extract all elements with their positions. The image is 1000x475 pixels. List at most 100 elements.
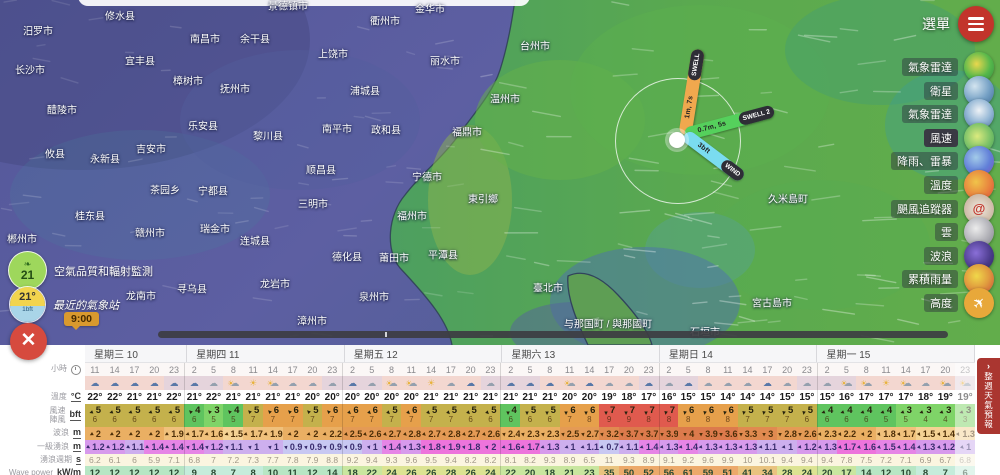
forecast-cell: ▲6 7 xyxy=(282,404,303,427)
forecast-cell: 20° xyxy=(401,390,422,404)
forecast-cell: 14° xyxy=(717,390,738,404)
menu-title: 選單 xyxy=(922,16,950,32)
forecast-cell: 21° xyxy=(263,390,283,404)
forecast-cell: 6.8 xyxy=(183,454,204,466)
forecast-cell: 18 xyxy=(342,466,362,475)
forecast-cell: 5 xyxy=(203,363,224,376)
menu-item-label: 颶風追蹤器 xyxy=(891,199,958,218)
weather-map[interactable]: 汨罗市 修水县 景德镇市 衢州市 金华市 南昌市 余干县 上饶市 台州市 宜丰县 丽水市 长沙市 樟树市… xyxy=(0,0,1000,345)
forecast-cell: 8.9 xyxy=(638,454,659,466)
row-label-swell: 一級湧浪 m xyxy=(36,440,81,453)
menu-item-label: 氣象雷達 xyxy=(902,58,958,76)
forecast-cell: ▲5 6 xyxy=(124,404,145,427)
forecast-cell: ▲ 2.7 xyxy=(381,427,402,440)
forecast-cell: 12 xyxy=(144,466,165,475)
forecast-cell: ▲5 6 xyxy=(164,404,184,427)
forecast-cell: 9.5 xyxy=(421,454,441,466)
forecast-cell: ▲5 6 xyxy=(85,404,105,427)
unit-toggle-waves[interactable]: m xyxy=(72,427,81,439)
forecast-cell: 14 xyxy=(263,363,283,376)
menu-item-rain-thunder[interactable]: 降雨、雷暴 xyxy=(764,146,994,177)
forecast-cell: ☁ xyxy=(777,376,797,390)
forecast-cell: 19° xyxy=(955,390,975,404)
day-header[interactable]: 星期三 10 xyxy=(85,345,188,362)
forecast-cell: 2 xyxy=(500,363,521,376)
day-header[interactable]: 星期日 14 xyxy=(660,345,818,362)
air-quality-badge[interactable]: ❧ 21 xyxy=(8,251,47,290)
day-header[interactable]: 星期四 11 xyxy=(187,345,345,362)
forecast-cell: ▲7 8 xyxy=(638,404,659,427)
menu-item-label: 雲 xyxy=(935,223,958,242)
forecast-cell: 35 xyxy=(599,466,619,475)
forecast-cell: ▲ 4 xyxy=(678,427,699,440)
menu-item-radar[interactable]: 氣象雷達 xyxy=(764,52,994,82)
forecast-cell: 11 xyxy=(243,363,263,376)
menu-item-label: 累積雨量 xyxy=(902,270,958,289)
unit-toggle-temp[interactable]: °C xyxy=(70,390,81,403)
forecast-cell: 20° xyxy=(361,390,382,404)
forecast-cell: 21° xyxy=(144,390,165,404)
forecast-cell: 6.2 xyxy=(85,454,105,466)
forecast-cell: 9.2 xyxy=(678,454,699,466)
unit-toggle-power[interactable]: kW/m xyxy=(57,467,81,475)
forecast-cell: 18 xyxy=(539,466,560,475)
menu-item-waves[interactable]: 波浪 xyxy=(764,240,994,271)
forecast-cell: ▲ 1.2 xyxy=(797,440,817,454)
forecast-cell: ▲ 2.4 xyxy=(500,427,521,440)
forecast-cell: 26 xyxy=(401,466,422,475)
forecast-cell: ▲ 2.5 xyxy=(342,427,362,440)
hamburger-menu-button[interactable] xyxy=(958,6,994,42)
altitude-icon[interactable]: ✈ xyxy=(964,288,994,318)
forecast-cell: ☀☁ xyxy=(856,376,877,390)
forecast-cell: 41 xyxy=(737,466,758,475)
forecast-cell: 8 xyxy=(539,363,560,376)
forecast-cell: ▲6 7 xyxy=(559,404,580,427)
forecast-cell: ▲ 3.6 xyxy=(717,427,738,440)
timeline-scrubber[interactable] xyxy=(158,331,948,338)
menu-item-altitude[interactable]: 高度 ✈ xyxy=(764,288,994,318)
forecast-cell: 17° xyxy=(856,390,877,404)
forecast-cell: ☁ xyxy=(797,376,817,390)
air-quality-widget[interactable]: ❧ 21 空氣品質和輻射監測 xyxy=(8,251,153,290)
station-temp: 21° xyxy=(10,287,45,307)
day-header[interactable]: 星期六 13 xyxy=(502,345,660,362)
forecast-cell: 16° xyxy=(658,390,679,404)
close-icon: ✕ xyxy=(20,330,37,351)
forecast-cell: ▲ 2 xyxy=(856,427,877,440)
forecast-cell: 10 xyxy=(263,466,283,475)
unit-toggle-wind[interactable]: bft xyxy=(69,409,81,421)
forecast-cell: ☁ xyxy=(619,376,639,390)
forecast-cell: ▲ 2 xyxy=(124,427,145,440)
forecast-cell: 19° xyxy=(599,390,619,404)
full-forecast-tab[interactable]: › 整週天氣預報 xyxy=(977,358,1000,434)
picker-center-dot[interactable] xyxy=(669,132,685,148)
forecast-cell: ☀☁ xyxy=(559,376,580,390)
unit-toggle-swell[interactable]: m xyxy=(72,440,81,453)
forecast-cell: ▲ 2.7 xyxy=(579,427,600,440)
forecast-cell: ▲3 4 xyxy=(915,404,936,427)
unit-toggle-period[interactable]: s xyxy=(75,453,81,466)
station-badge[interactable]: 21° 1bft xyxy=(9,286,46,323)
menu-item-hurricane[interactable]: 颶風追蹤器 @ xyxy=(764,193,994,224)
day-header[interactable]: 星期五 12 xyxy=(345,345,503,362)
forecast-cell: 16° xyxy=(836,390,857,404)
forecast-row-icons: ☁ ☁ ☁ ☁ ☁ ☁ ☁ ☀☁ ☀ ☀☁ ☁ ☁ ☁ ☁ ☁ ☀☁ ☀☁ ☀ ☁ ☁ ☁ ☁ ☁ ☁ ☀☁ ☁ ☁ ☁ ☁ ☁ ☁ ☁ ☁ ☁ ☁… xyxy=(0,376,1000,390)
forecast-cell: ▲ 1.8 xyxy=(421,440,441,454)
timeline-cursor[interactable] xyxy=(385,332,387,337)
forecast-cell: ▲ 1 xyxy=(777,440,797,454)
forecast-cell: ▲6 8 xyxy=(678,404,699,427)
forecast-cell: 2 xyxy=(816,363,837,376)
forecast-cell: ☁ xyxy=(342,376,362,390)
forecast-cell: 10 xyxy=(737,454,758,466)
weather-station-widget[interactable]: 21° 1bft 最近的氣象站 xyxy=(9,286,119,323)
forecast-cell: ▲ 1.8 xyxy=(876,427,896,440)
forecast-cell: 24 xyxy=(797,466,817,475)
forecast-cell: 12 xyxy=(302,466,323,475)
forecast-cell: 6.1 xyxy=(104,454,125,466)
forecast-cell: 10.1 xyxy=(757,454,778,466)
menu-item-radar-plus[interactable]: 氣象雷達 xyxy=(764,99,994,130)
forecast-cell: ▲ 1.6 xyxy=(856,440,877,454)
close-forecast-button[interactable]: ✕ xyxy=(10,323,47,360)
forecast-cell: ▲3 5 xyxy=(895,404,916,427)
day-header[interactable]: 星期一 15 xyxy=(817,345,976,362)
